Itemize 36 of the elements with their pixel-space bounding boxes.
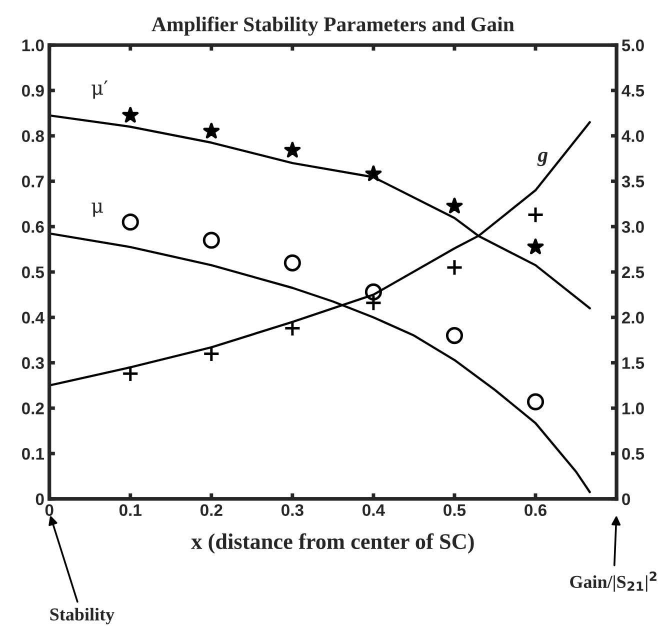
y2-tick-label: 0.5 bbox=[622, 448, 644, 460]
chart-title: Amplifier Stability Parameters and Gain bbox=[152, 16, 514, 36]
y2-tick-label: 1.0 bbox=[622, 402, 644, 414]
x-tick-label: 0.5 bbox=[444, 504, 466, 516]
y2-tick-label: 0 bbox=[622, 493, 630, 506]
annotation: μ bbox=[92, 202, 103, 217]
x-tick-label: 0.1 bbox=[119, 504, 142, 516]
annotation: μ′ bbox=[92, 80, 108, 99]
y-tick-label: 0.2 bbox=[22, 402, 44, 414]
text: Stability bbox=[50, 608, 114, 624]
y-tick-label: 0.3 bbox=[22, 357, 44, 369]
y2-tick-label: 1.5 bbox=[622, 357, 644, 369]
y-tick-label: 1.0 bbox=[22, 39, 44, 52]
y2-tick-label: 4.5 bbox=[622, 85, 644, 97]
y2-tick-label: 2.5 bbox=[622, 266, 644, 278]
x-tick-label: 0.2 bbox=[200, 504, 222, 516]
text: Gain/|S$_{21}$|$^{2}$ bbox=[570, 572, 656, 592]
x-tick-label: 0.3 bbox=[282, 504, 304, 516]
x-tick-label: 0.4 bbox=[362, 504, 385, 516]
y2-tick-label: 3.5 bbox=[622, 176, 644, 188]
y-tick-label: 0.9 bbox=[22, 84, 44, 97]
y-tick-label: 0.4 bbox=[22, 312, 44, 324]
y-tick-label: 0.1 bbox=[22, 448, 44, 460]
y2-tick-label: 4.0 bbox=[622, 130, 644, 142]
y2-tick-label: 2.0 bbox=[622, 312, 644, 324]
y-tick-label: 0 bbox=[36, 493, 44, 506]
x-tick-label: 0.6 bbox=[524, 504, 546, 516]
y2-tick-label: 3.0 bbox=[622, 221, 644, 233]
annotation: g bbox=[537, 152, 548, 166]
y-tick-label: 0.6 bbox=[22, 221, 44, 233]
x-axis-title: x (distance from center of SC) bbox=[191, 533, 474, 554]
y-tick-label: 0.8 bbox=[22, 130, 44, 142]
x-tick-label: 0 bbox=[45, 504, 54, 516]
y2-tick-label: 5.0 bbox=[622, 39, 644, 52]
y-tick-label: 0.7 bbox=[22, 176, 44, 188]
y-tick-label: 0.5 bbox=[22, 266, 44, 278]
